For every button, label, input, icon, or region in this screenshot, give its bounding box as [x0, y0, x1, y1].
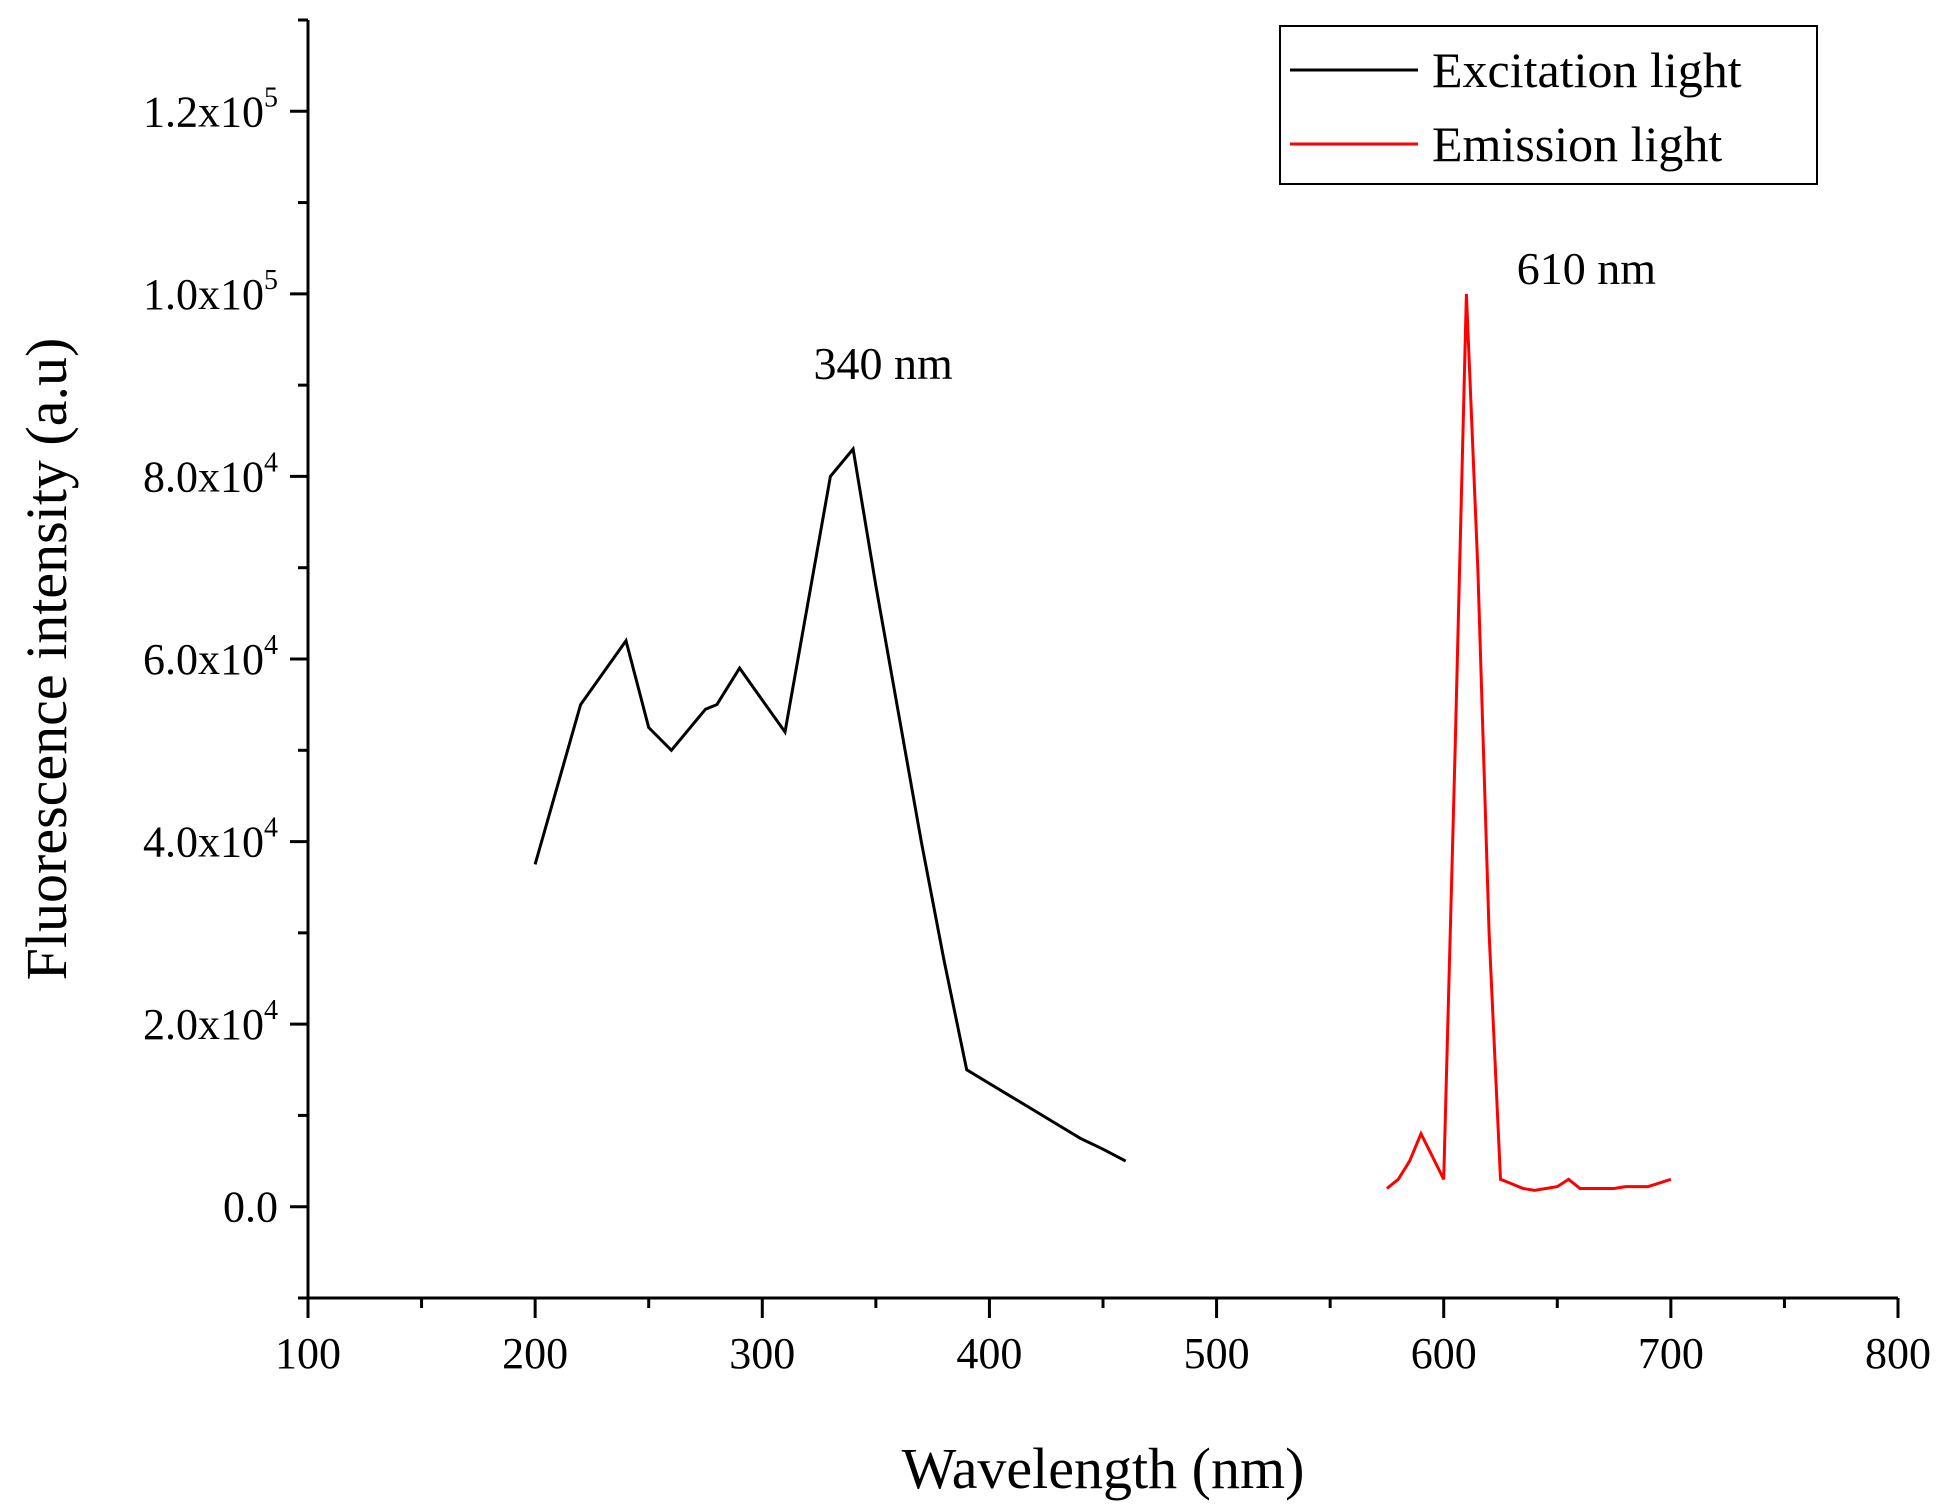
peak-annotation: 610 nm [1517, 243, 1657, 294]
y-tick-label: 1.2x105 [143, 82, 278, 136]
y-axis-ticks: 0.0 2.0x104 4.0x104 6.0x104 8.0x104 1.0x105 1.… [143, 82, 308, 1232]
x-tick-label: 200 [502, 1329, 568, 1378]
y-tick-label: 0.0 [223, 1183, 278, 1232]
x-minor-ticks [420, 1298, 1786, 1308]
x-tick-label: 500 [1184, 1329, 1250, 1378]
series-line-emission [1385, 293, 1672, 1192]
y-tick-label: 6.0x104 [143, 630, 278, 684]
x-tick-label: 600 [1411, 1329, 1477, 1378]
x-tick-label: 800 [1865, 1329, 1931, 1378]
peak-annotation: 340 nm [814, 338, 954, 389]
y-minor-ticks [298, 18, 308, 1300]
x-tick-label: 400 [956, 1329, 1022, 1378]
y-tick-label: 8.0x104 [143, 447, 278, 501]
legend: Excitation light Emission light [1279, 25, 1818, 185]
legend-label: Emission light [1432, 116, 1722, 172]
x-tick-label: 300 [729, 1329, 795, 1378]
y-axis-title: Fluorescence intensity (a.u) [14, 338, 79, 981]
legend-box [1279, 25, 1818, 185]
x-axis-ticks: 100 200 300 400 500 600 700 800 [275, 1298, 1931, 1378]
x-tick-label: 700 [1638, 1329, 1704, 1378]
y-tick-label: 2.0x104 [143, 995, 278, 1049]
annotations: 340 nm 610 nm [814, 243, 1657, 389]
series-group [533, 293, 1672, 1192]
legend-label: Excitation light [1432, 42, 1742, 98]
y-tick-label: 1.0x105 [143, 265, 278, 319]
x-tick-label: 100 [275, 1329, 341, 1378]
x-axis-title: Wavelength (nm) [902, 1436, 1305, 1501]
y-tick-label: 4.0x104 [143, 813, 278, 867]
series-line-excitation [533, 445, 1127, 1163]
